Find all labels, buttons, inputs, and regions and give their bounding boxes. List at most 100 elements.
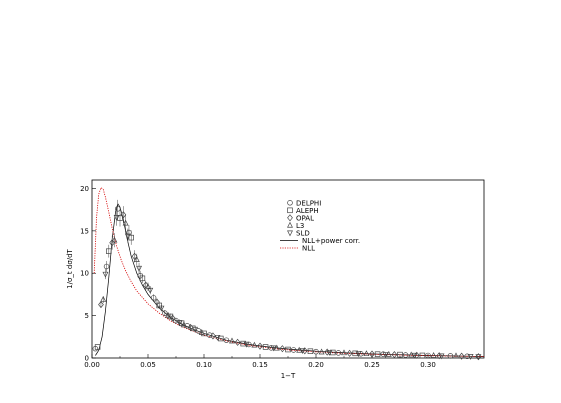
opal-point xyxy=(109,239,116,247)
l3-point xyxy=(122,219,129,226)
x-tick-label: 0.30 xyxy=(420,361,436,369)
delphi-point xyxy=(162,310,168,316)
aleph-point xyxy=(94,344,101,350)
opal-point xyxy=(436,352,443,360)
y-tick-label: 10 xyxy=(80,270,89,278)
l3-point xyxy=(100,295,107,302)
legend-label-opal: OPAL xyxy=(296,215,314,223)
sld-point xyxy=(136,265,143,272)
l3-point xyxy=(133,256,140,262)
x-tick-label: 0.25 xyxy=(364,361,380,369)
y-tick-label: 15 xyxy=(80,227,89,235)
sld-point xyxy=(176,320,183,326)
delphi-point xyxy=(290,347,297,353)
legend-label-l3: L3 xyxy=(296,222,304,230)
delphi-point xyxy=(195,328,202,334)
legend-swatch-opal xyxy=(287,214,293,222)
y-tick-label: 5 xyxy=(85,312,89,320)
delphi-point xyxy=(223,337,230,343)
aleph-point xyxy=(419,352,426,359)
aleph-point xyxy=(240,340,246,347)
axis-ticks: 0.00 0.05 0.10 0.15 0.20 0.25 0.30 0 5 10 15 20 xyxy=(80,185,457,369)
delphi-point xyxy=(268,345,274,351)
opal-point xyxy=(154,298,160,306)
aleph-point xyxy=(285,346,291,353)
sld-point xyxy=(467,354,474,360)
opal-point xyxy=(120,211,127,219)
l3-point xyxy=(111,236,118,243)
l3-point xyxy=(273,344,280,351)
l3-point xyxy=(198,328,205,335)
sld-point xyxy=(326,349,333,356)
legend-label-aleph: ALEPH xyxy=(296,207,319,215)
opal-point xyxy=(369,350,375,358)
l3-point xyxy=(385,350,392,357)
legend-swatch-l3 xyxy=(287,221,293,228)
opal-point xyxy=(324,348,331,356)
y-axis-title: 1/σ_t dσ/dT xyxy=(66,248,74,288)
l3-point xyxy=(229,337,235,344)
sld-point xyxy=(438,353,445,360)
sld-point xyxy=(299,348,306,354)
delphi-point xyxy=(402,352,409,358)
legend-swatch-delphi xyxy=(287,200,293,206)
x-tick-label: 0.15 xyxy=(252,361,268,369)
aleph-point xyxy=(374,351,381,357)
opal-point xyxy=(391,351,398,359)
sld-point xyxy=(113,215,120,221)
sld-point xyxy=(355,351,362,358)
x-tick-label: 0.05 xyxy=(140,361,156,369)
delphi-point xyxy=(103,263,110,270)
aleph-point xyxy=(128,234,134,241)
sld-point xyxy=(411,352,418,359)
opal-point xyxy=(301,347,308,355)
legend-label-nll: NLL xyxy=(302,245,315,253)
sld-point xyxy=(243,341,250,348)
x-tick-label: 0.00 xyxy=(84,361,100,369)
delphi-point xyxy=(447,353,454,359)
sld-point xyxy=(102,271,109,278)
sld-point xyxy=(158,305,165,312)
y-tick-label: 0 xyxy=(85,355,89,363)
opal-point xyxy=(187,323,194,332)
l3-point xyxy=(165,312,172,318)
l3-point xyxy=(180,321,187,328)
x-tick-label: 0.20 xyxy=(308,361,324,369)
sld-point xyxy=(270,345,277,352)
l3-point xyxy=(318,348,325,355)
l3-point xyxy=(408,351,415,358)
delphi-point xyxy=(425,352,431,359)
aleph-point xyxy=(262,344,269,350)
opal-point xyxy=(234,338,241,346)
sld-point xyxy=(192,326,199,333)
aleph-point xyxy=(307,348,314,354)
delphi-point xyxy=(464,353,470,360)
legend-label-sld: SLD xyxy=(296,230,310,238)
opal-point xyxy=(257,342,263,350)
opal-point xyxy=(279,345,286,353)
aleph-point xyxy=(397,351,403,358)
delphi-point xyxy=(380,351,386,357)
x-axis-title: 1−T xyxy=(281,372,296,380)
delphi-point xyxy=(206,332,213,338)
l3-point xyxy=(453,352,459,359)
l3-point xyxy=(430,351,437,358)
legend-swatch-aleph xyxy=(287,207,293,214)
aleph-point xyxy=(139,275,146,282)
legend-label-delphi: DELPHI xyxy=(296,200,321,208)
opal-point xyxy=(98,301,104,309)
opal-point xyxy=(210,332,216,340)
x-tick-label: 0.10 xyxy=(196,361,212,369)
l3-point xyxy=(363,350,370,357)
aleph-point xyxy=(352,350,358,357)
l3-point xyxy=(296,346,303,353)
data-markers xyxy=(92,199,482,361)
aleph-point xyxy=(201,330,207,337)
sld-point xyxy=(475,354,482,361)
sld-point xyxy=(147,287,154,294)
delphi-point xyxy=(150,295,157,301)
delphi-point xyxy=(115,206,121,212)
l3-point xyxy=(341,349,347,356)
